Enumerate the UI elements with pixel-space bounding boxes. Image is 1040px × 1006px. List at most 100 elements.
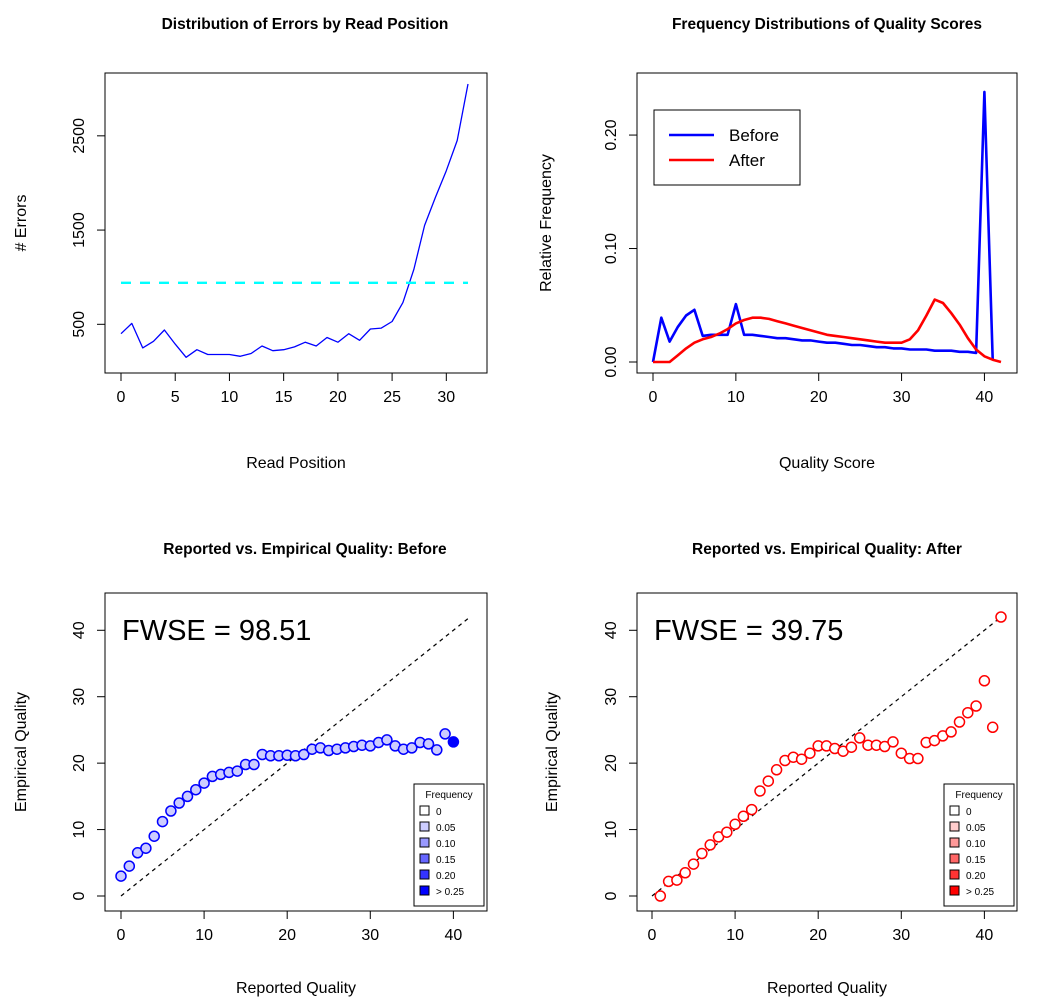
data-point	[140, 842, 152, 854]
legend-label: Before	[729, 126, 779, 145]
plot-frame	[104, 592, 488, 912]
legend-swatch	[419, 885, 430, 896]
series-line-0	[120, 83, 469, 358]
y-axis-label: Empirical Quality	[544, 692, 561, 812]
data-point	[970, 700, 982, 712]
data-point	[762, 775, 775, 787]
data-point	[654, 890, 667, 902]
data-point	[422, 738, 435, 750]
x-tick-label: 30	[437, 389, 455, 406]
x-tick-label: 10	[726, 927, 744, 944]
x-tick-label: 30	[361, 927, 379, 944]
x-tick-label: 0	[648, 927, 657, 944]
legend-label: 0.20	[966, 871, 986, 882]
y-tick-label: 20	[71, 754, 88, 772]
data-point	[447, 736, 460, 748]
series-line-1	[653, 298, 1002, 364]
legend-label: 0.05	[436, 823, 456, 834]
data-point	[190, 783, 202, 796]
legend-label: 0.15	[436, 855, 456, 866]
chart-title: Reported vs. Empirical Quality: After	[692, 541, 962, 558]
data-point	[115, 870, 127, 882]
legend-label: After	[729, 151, 765, 170]
data-point	[704, 839, 716, 851]
data-point	[770, 764, 783, 776]
y-tick-label: 500	[71, 311, 88, 338]
fwse-annotation: FWSE = 39.75	[654, 615, 843, 647]
panel-errors: Distribution of Errors by Read Position 0…	[13, 16, 488, 472]
legend-swatch	[419, 853, 430, 864]
legend-label: 0.10	[436, 839, 456, 850]
legend-label: 0.10	[966, 839, 986, 850]
data-point	[298, 748, 310, 761]
data-point	[406, 742, 418, 754]
frequency-legend: Frequency 0 0.05 0.10 0.15 0.20 > 0.25	[413, 783, 485, 907]
data-point	[945, 726, 957, 738]
legend: Before After	[653, 109, 801, 186]
panel-before: Reported vs. Empirical Quality: Before 0 1…	[13, 541, 488, 997]
legend-swatch	[419, 837, 430, 848]
panel-freq: Frequency Distributions of Quality Score…	[538, 16, 1018, 472]
x-axis-label: Read Position	[246, 455, 346, 472]
x-axis-label: Reported Quality	[767, 980, 887, 997]
data-point	[696, 847, 708, 860]
data-point	[853, 732, 866, 744]
x-axis-label: Reported Quality	[236, 980, 356, 997]
x-tick-label: 0	[117, 927, 126, 944]
data-point	[181, 790, 194, 803]
chart-title: Frequency Distributions of Quality Score…	[672, 16, 982, 33]
frequency-legend: Frequency 0 0.05 0.10 0.15 0.20 > 0.25	[943, 783, 1015, 907]
identity-line	[120, 616, 471, 897]
data-point	[978, 675, 991, 687]
data-point	[381, 734, 393, 746]
x-tick-label: 20	[809, 927, 827, 944]
data-point	[687, 858, 700, 870]
data-point	[912, 752, 924, 765]
y-tick-label: 10	[603, 821, 620, 839]
data-point	[431, 744, 443, 756]
legend-title: Frequency	[425, 790, 472, 801]
data-point	[123, 860, 136, 872]
legend-swatch	[949, 837, 960, 848]
x-tick-label: 25	[383, 389, 401, 406]
data-point	[986, 721, 999, 734]
data-point	[231, 765, 244, 777]
data-point	[895, 747, 908, 759]
data-point	[953, 716, 966, 728]
legend-swatch	[419, 869, 430, 880]
x-tick-label: 10	[727, 389, 745, 406]
plot-frame	[104, 72, 488, 374]
legend-label: 0	[966, 807, 972, 818]
y-tick-label: 1500	[71, 212, 88, 248]
x-tick-label: 30	[893, 389, 911, 406]
x-tick-label: 5	[171, 389, 180, 406]
legend-swatch	[949, 805, 960, 816]
legend-title: Frequency	[955, 790, 1002, 801]
data-point	[729, 818, 741, 831]
legend-label: 0	[436, 807, 442, 818]
y-axis-label: # Errors	[13, 195, 30, 252]
y-tick-label: 2500	[71, 118, 88, 154]
data-point	[671, 874, 683, 886]
plot-frame	[636, 72, 1018, 374]
x-tick-label: 15	[275, 389, 293, 406]
y-axis-label: Empirical Quality	[13, 692, 30, 812]
data-point	[962, 706, 974, 719]
data-point	[995, 611, 1007, 623]
y-tick-label: 0.10	[603, 233, 620, 264]
x-tick-label: 0	[117, 389, 126, 406]
data-point	[795, 753, 808, 765]
y-tick-label: 30	[603, 688, 620, 706]
data-point	[173, 797, 185, 809]
legend-label: 0.20	[436, 871, 456, 882]
legend-label: > 0.25	[436, 887, 465, 898]
y-tick-label: 10	[71, 821, 88, 839]
y-tick-label: 0.00	[603, 346, 620, 377]
legend-swatch	[419, 821, 430, 832]
x-axis-label: Quality Score	[779, 455, 875, 472]
y-tick-label: 0	[603, 891, 620, 900]
y-axis-label: Relative Frequency	[538, 154, 555, 292]
legend-swatch	[949, 869, 960, 880]
data-point	[845, 741, 858, 753]
x-tick-label: 20	[810, 389, 828, 406]
